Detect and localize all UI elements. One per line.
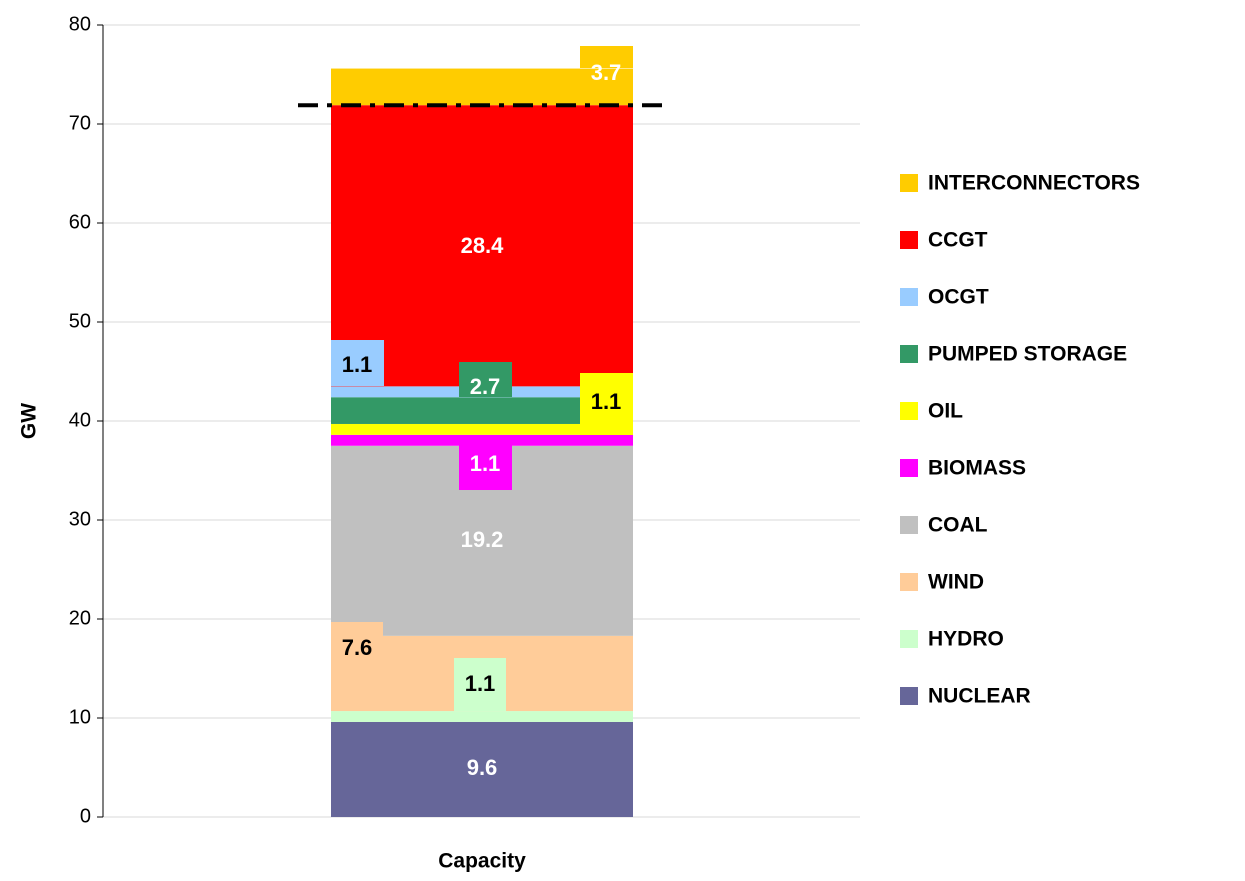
legend-swatch	[900, 459, 918, 477]
y-tick-label: 0	[80, 805, 91, 827]
data-label: 3.7	[591, 60, 622, 85]
data-label: 1.1	[342, 352, 373, 377]
legend-swatch	[900, 687, 918, 705]
legend-label: PUMPED STORAGE	[928, 343, 1127, 366]
y-tick-label: 50	[69, 310, 91, 332]
legend-swatch	[900, 345, 918, 363]
bar-segment	[331, 68, 633, 106]
legend-label: WIND	[928, 571, 984, 594]
legend-label: BIOMASS	[928, 457, 1026, 480]
data-label: 9.6	[467, 755, 498, 780]
data-label: 1.1	[470, 451, 501, 476]
y-tick-label: 60	[69, 211, 91, 233]
bar-segment	[331, 711, 633, 722]
legend-swatch	[900, 630, 918, 648]
legend-swatch	[900, 174, 918, 192]
label-box	[331, 622, 383, 676]
data-label: 7.6	[342, 635, 373, 660]
legend-label: INTERCONNECTORS	[928, 172, 1140, 195]
legend-swatch	[900, 573, 918, 591]
x-tick-label: Capacity	[438, 850, 526, 873]
data-label: 1.1	[465, 671, 496, 696]
y-axis-title: GW	[18, 403, 41, 439]
y-tick-label: 70	[69, 112, 91, 134]
bar-segment	[331, 423, 633, 435]
legend-swatch	[900, 402, 918, 420]
legend-label: COAL	[928, 514, 988, 537]
y-tick-label: 40	[69, 409, 91, 431]
legend-label: HYDRO	[928, 628, 1004, 651]
bar-segment	[331, 721, 633, 817]
legend-label: OIL	[928, 400, 963, 423]
label-box	[459, 362, 512, 397]
legend-swatch	[900, 288, 918, 306]
data-label: 1.1	[591, 389, 622, 414]
data-label: 19.2	[461, 527, 504, 552]
legend-label: NUCLEAR	[928, 685, 1031, 708]
label-box	[580, 46, 633, 68]
legend-label: CCGT	[928, 229, 988, 252]
bar-segment	[331, 105, 633, 387]
label-box	[580, 373, 633, 435]
legend-swatch	[900, 516, 918, 534]
legend-swatch	[900, 231, 918, 249]
label-box	[454, 658, 506, 711]
y-tick-label: 10	[69, 706, 91, 728]
y-tick-label: 80	[69, 13, 91, 35]
legend-label: OCGT	[928, 286, 989, 309]
y-tick-label: 30	[69, 508, 91, 530]
data-label: 2.7	[470, 374, 501, 399]
y-tick-label: 20	[69, 607, 91, 629]
label-box	[459, 435, 512, 490]
label-box	[331, 340, 384, 386]
data-label: 28.4	[461, 233, 505, 258]
